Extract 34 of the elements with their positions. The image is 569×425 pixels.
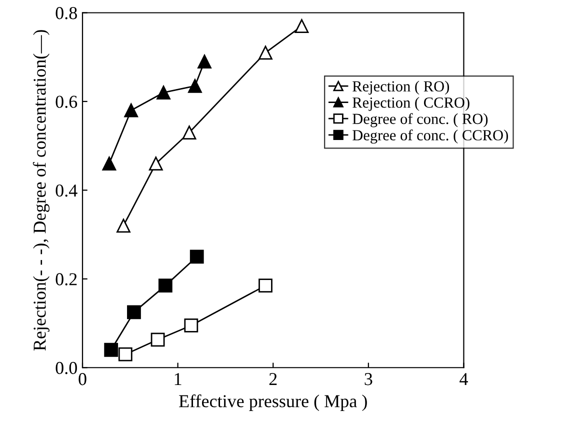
y-tick-label: 0.2 xyxy=(56,273,77,286)
point xyxy=(104,342,118,357)
x-tick-label: 1 xyxy=(174,373,182,386)
point xyxy=(158,278,172,293)
x-tick-label: 3 xyxy=(364,373,372,386)
point xyxy=(258,278,272,293)
y-tick-label: 0.6 xyxy=(56,96,78,108)
point xyxy=(127,305,141,320)
y-axis-title: Rejection(- - -), Degree of concentration(—) xyxy=(32,30,50,351)
y-tick-label: 0.8 xyxy=(56,7,77,20)
point xyxy=(102,156,116,171)
x-tick-label: 2 xyxy=(269,373,277,386)
x-tick-label: 0 xyxy=(78,373,86,386)
point xyxy=(188,79,202,93)
point xyxy=(190,250,204,264)
legend-label: Rejection ( CCRO) xyxy=(352,97,470,111)
x-tick-label: 4 xyxy=(460,373,468,386)
point xyxy=(124,103,138,118)
point xyxy=(116,218,130,233)
legend-label: Rejection ( RO) xyxy=(352,80,450,95)
x-axis-title: Effective pressure ( Mpa ) xyxy=(179,394,367,411)
y-tick-label: 0.4 xyxy=(56,184,78,197)
legend-label: Degree of conc. ( RO) xyxy=(352,113,488,128)
point xyxy=(258,46,272,60)
point xyxy=(150,332,165,347)
legend-label: Degree of conc. ( CCRO) xyxy=(352,130,508,144)
point xyxy=(148,156,163,171)
point xyxy=(198,54,212,68)
point xyxy=(118,347,132,362)
point xyxy=(294,19,309,34)
point xyxy=(184,318,198,332)
point xyxy=(182,126,196,140)
point xyxy=(156,86,170,100)
y-tick-label: 0.0 xyxy=(56,362,77,374)
